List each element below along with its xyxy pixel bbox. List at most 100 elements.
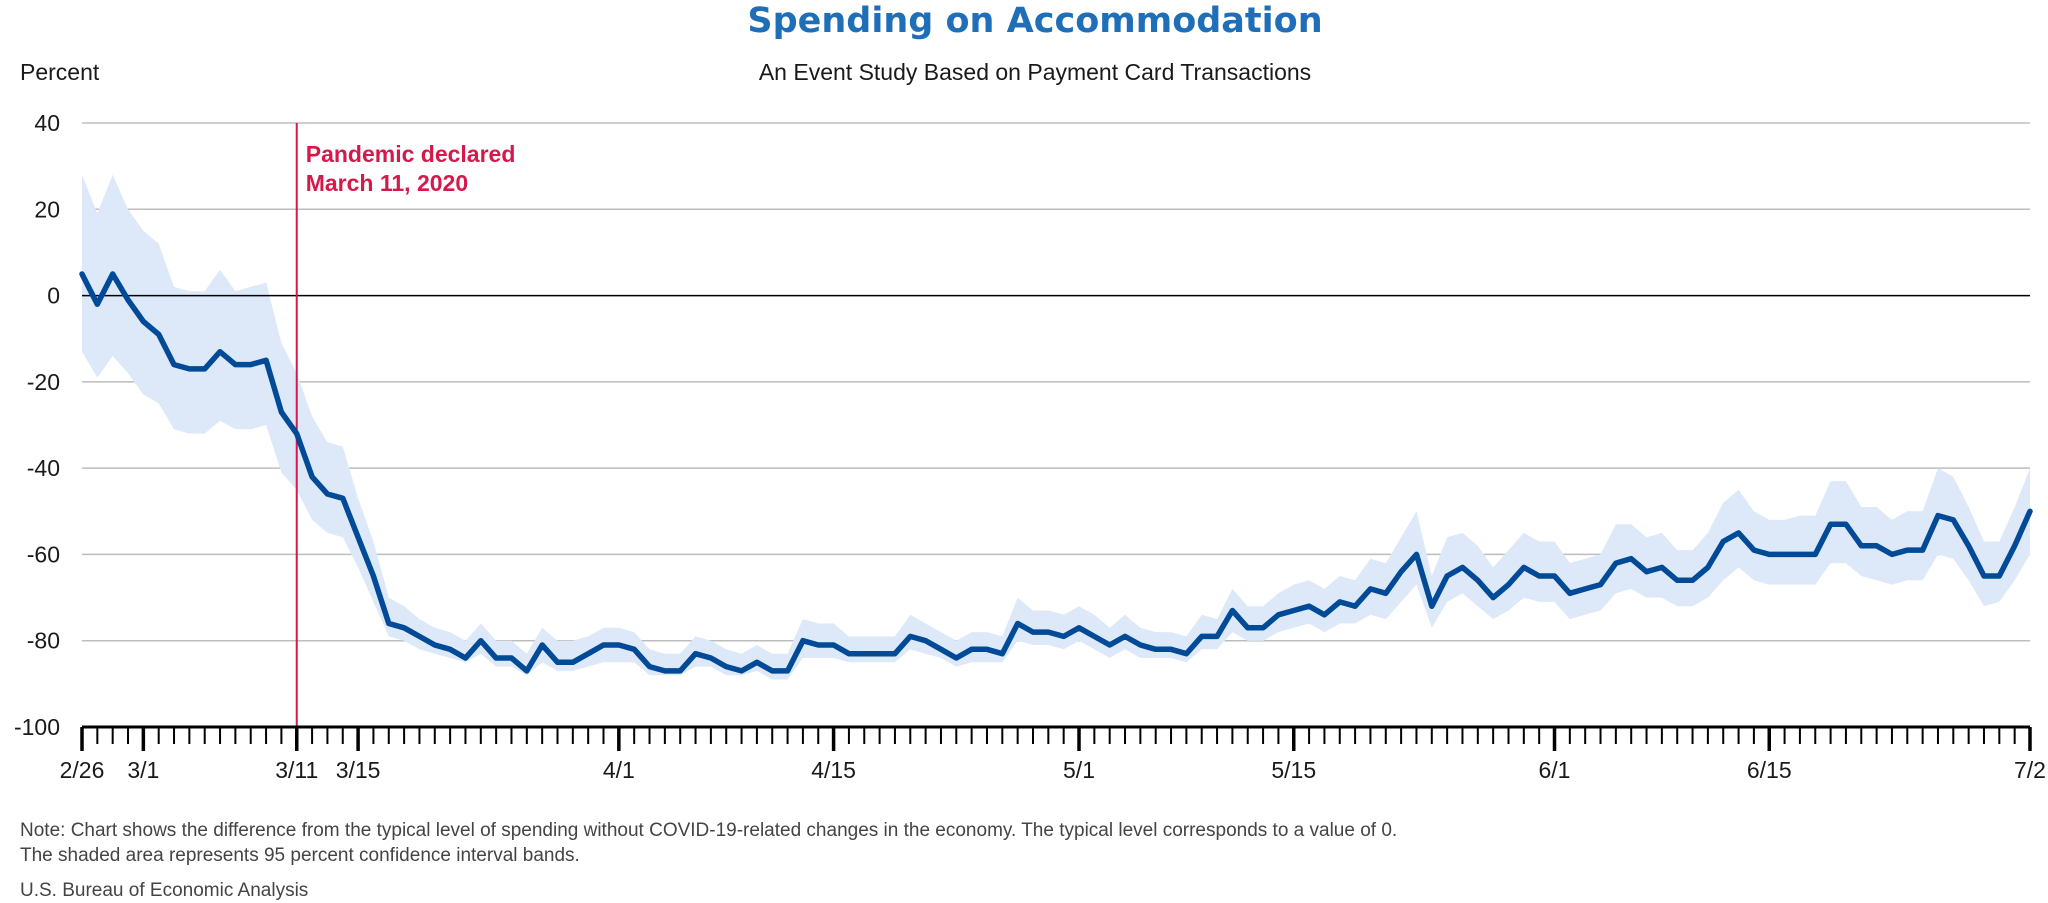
data-point [1322,612,1327,617]
confidence-band [82,174,2030,680]
y-tick-label: 0 [47,283,60,309]
data-point [1951,517,1956,522]
data-point [264,358,269,363]
data-point [923,638,928,643]
data-point [1383,591,1388,596]
data-point [1782,552,1787,557]
data-point [1859,543,1864,548]
data-point [632,647,637,652]
data-point [1491,595,1496,600]
chart-canvas: Spending on Accommodation An Event Study… [14,1,2046,783]
data-point [1982,574,1987,579]
data-point [340,496,345,501]
x-tick-label: 3/11 [275,757,318,783]
data-point [969,647,974,652]
data-point [555,660,560,665]
data-point [846,651,851,656]
chart-title: Spending on Accommodation [747,1,1322,41]
data-point [1353,604,1358,609]
data-point [862,651,867,656]
x-tick-label: 4/1 [603,757,635,783]
data-point [954,656,959,661]
data-point [1077,625,1082,630]
x-axis-ticks: 2/26 3/1 3/11 3/15 4/1 4/15 5/1 5/15 6/1 6/15 7/2 [60,727,2046,783]
data-point [1445,574,1450,579]
data-point [831,643,836,648]
data-point [1261,625,1266,630]
x-tick-label: 4/15 [811,757,856,783]
y-tick-label: 20 [34,196,60,222]
data-point [1521,565,1526,570]
data-point [2012,543,2017,548]
data-point [494,656,499,661]
data-point [371,574,376,579]
series-line [79,271,2033,674]
data-point [754,660,759,665]
data-point [248,362,253,367]
data-point [1613,561,1618,566]
data-point [1705,565,1710,570]
data-point [1583,586,1588,591]
data-point [1046,630,1051,635]
data-point [218,349,223,354]
data-point [678,668,683,673]
data-point [1537,574,1542,579]
data-point [1890,552,1895,557]
data-point [509,656,514,661]
data-point [1797,552,1802,557]
data-point [616,643,621,648]
data-point [279,410,284,415]
data-point [1123,634,1128,639]
data-point [1230,608,1235,613]
data-point [1061,634,1066,639]
data-point [1905,548,1910,553]
data-point [233,362,238,367]
data-point [1276,612,1281,617]
data-point [1107,643,1112,648]
x-tick-label: 6/15 [1747,757,1792,783]
data-point [770,668,775,673]
data-point [1092,634,1097,639]
data-point [647,664,652,669]
data-point [202,366,207,371]
data-point [2028,509,2033,514]
y-tick-label: -60 [27,541,60,567]
data-point [985,647,990,652]
y-tick-label: -100 [14,714,60,740]
data-point [356,535,361,540]
data-point [478,638,483,643]
y-tick-label: -40 [27,455,60,481]
data-point [1920,548,1925,553]
data-point [325,492,330,497]
data-point [417,634,422,639]
data-point [540,643,545,648]
data-point [95,302,100,307]
data-point [1767,552,1772,557]
data-point [1307,604,1312,609]
data-point [156,332,161,337]
data-point [939,647,944,652]
data-point [1506,582,1511,587]
data-point [1368,586,1373,591]
data-point [1184,651,1189,656]
data-point [402,625,407,630]
data-point [892,651,897,656]
data-point [141,319,146,324]
data-point [1291,608,1296,613]
data-point [586,651,591,656]
note-line-2: The shaded area represents 95 percent co… [20,845,580,866]
data-point [1399,569,1404,574]
data-point [1215,634,1220,639]
data-point [724,664,729,669]
data-point [448,647,453,652]
data-point [1751,548,1756,553]
data-point [1567,591,1572,596]
data-point [1736,530,1741,535]
y-tick-labels: 40 20 0 -20 -40 -60 -80 -100 [14,110,60,740]
data-point [1675,578,1680,583]
data-point [1169,647,1174,652]
data-point [80,272,85,277]
data-point [1000,651,1005,656]
y-axis-label: Percent [20,59,100,85]
data-point [1475,578,1480,583]
